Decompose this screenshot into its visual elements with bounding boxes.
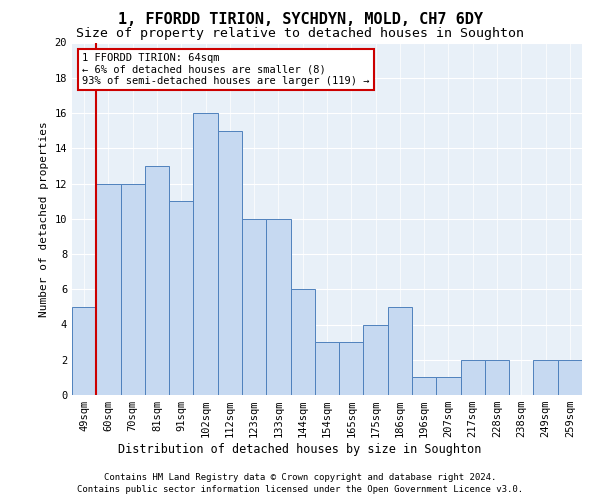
Text: 1 FFORDD TIRION: 64sqm
← 6% of detached houses are smaller (8)
93% of semi-detac: 1 FFORDD TIRION: 64sqm ← 6% of detached … (82, 53, 370, 86)
Text: Size of property relative to detached houses in Soughton: Size of property relative to detached ho… (76, 28, 524, 40)
Bar (169, 201, 193, 395)
Y-axis label: Number of detached properties: Number of detached properties (39, 121, 49, 316)
Bar (388, 307, 412, 395)
Bar (266, 219, 290, 395)
Bar (533, 360, 558, 395)
Text: Distribution of detached houses by size in Soughton: Distribution of detached houses by size … (118, 442, 482, 456)
Bar (412, 378, 436, 395)
Bar (436, 378, 461, 395)
Bar (121, 184, 145, 395)
Bar (242, 219, 266, 395)
Bar (290, 289, 315, 395)
Bar (193, 113, 218, 395)
Bar (218, 130, 242, 395)
Text: 1, FFORDD TIRION, SYCHDYN, MOLD, CH7 6DY: 1, FFORDD TIRION, SYCHDYN, MOLD, CH7 6DY (118, 12, 482, 28)
Text: Contains public sector information licensed under the Open Government Licence v3: Contains public sector information licen… (77, 485, 523, 494)
Bar (145, 166, 169, 395)
Bar (72, 307, 96, 395)
Bar (364, 324, 388, 395)
Bar (485, 360, 509, 395)
Bar (315, 342, 339, 395)
Bar (96, 184, 121, 395)
Bar (339, 342, 364, 395)
Bar (558, 360, 582, 395)
Text: Contains HM Land Registry data © Crown copyright and database right 2024.: Contains HM Land Registry data © Crown c… (104, 472, 496, 482)
Bar (461, 360, 485, 395)
